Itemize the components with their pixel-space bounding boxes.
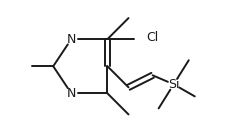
Text: Cl: Cl <box>147 31 159 44</box>
Text: N: N <box>67 33 76 46</box>
Text: Si: Si <box>168 78 180 91</box>
Text: N: N <box>67 87 76 100</box>
